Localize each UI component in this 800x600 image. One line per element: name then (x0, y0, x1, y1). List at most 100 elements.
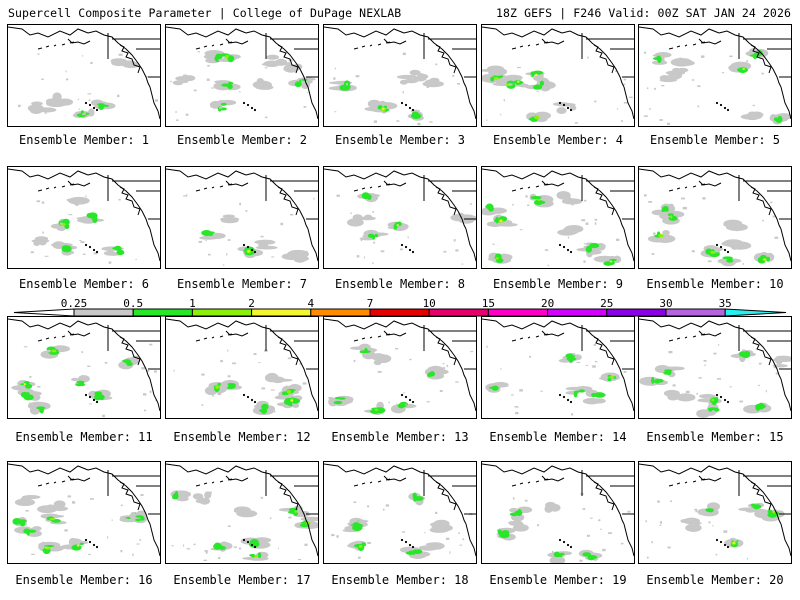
scp-speck (87, 553, 91, 555)
island (92, 398, 96, 402)
coastline (67, 330, 91, 337)
colorbar-segment (251, 308, 312, 317)
scp-speck (182, 544, 185, 547)
scp-contour-0.5 (740, 350, 751, 357)
scp-speck (458, 532, 460, 534)
map-canvas (324, 26, 476, 126)
ensemble-member-label: Ensemble Member: 9 (492, 277, 624, 291)
scp-speck (227, 375, 231, 378)
scp-speck (583, 260, 586, 263)
scp-contour-0.5 (657, 56, 662, 63)
ensemble-member-label: Ensemble Member: 12 (173, 430, 311, 444)
ensemble-member-label: Ensemble Member: 20 (646, 573, 784, 587)
scp-contour-0.5 (752, 52, 758, 60)
scp-speck (623, 370, 627, 373)
scp-speck (647, 556, 649, 559)
scp-speck (80, 241, 85, 244)
scp-contour-0.5 (588, 555, 598, 560)
scp-speck (135, 258, 137, 261)
ensemble-member-label: Ensemble Member: 19 (489, 573, 627, 587)
island (715, 101, 719, 105)
scp-speck (346, 83, 349, 86)
scp-contour-1 (49, 518, 56, 521)
scp-speck (661, 84, 665, 87)
scp-speck (89, 498, 94, 500)
scp-speck (227, 349, 229, 352)
scp-speck (183, 74, 187, 77)
ensemble-member-label: Ensemble Member: 10 (646, 277, 784, 291)
scp-speck (89, 403, 92, 405)
scp-speck (176, 119, 179, 122)
scp-speck (218, 106, 223, 109)
map-canvas (166, 318, 318, 416)
scp-contour-0.25 (561, 198, 583, 205)
coastline (780, 523, 791, 557)
island (95, 400, 99, 404)
scp-speck (245, 210, 248, 212)
scp-speck (686, 520, 690, 523)
scp-speck (154, 99, 158, 102)
scp-contour-0.25 (222, 214, 235, 218)
colorbar-segment (547, 308, 608, 317)
scp-contour-0.5 (220, 102, 227, 106)
coastline (541, 475, 565, 482)
scp-speck (731, 225, 734, 228)
scp-speck (606, 379, 608, 382)
map-title: Supercell Composite Parameter | College … (8, 6, 402, 20)
scp-speck (353, 359, 356, 363)
scp-contour-0.5 (517, 509, 522, 517)
scp-contour-0.25 (73, 197, 80, 207)
scp-contour-0.25 (70, 377, 79, 382)
ensemble-member-map (7, 24, 161, 127)
scp-speck (262, 245, 266, 248)
scp-speck (571, 413, 574, 416)
scp-speck (659, 521, 662, 524)
coastline (8, 26, 89, 38)
island (408, 248, 412, 252)
scp-contour-0.5 (554, 554, 564, 558)
scp-contour-0.5 (582, 552, 591, 557)
scp-contour-0.25 (647, 235, 669, 243)
scp-speck (773, 366, 777, 369)
map-canvas (166, 463, 318, 562)
coastline (403, 30, 467, 88)
scp-speck (85, 195, 87, 198)
island (566, 248, 570, 252)
scp-speck (717, 378, 722, 380)
island (723, 248, 727, 252)
scp-speck (93, 252, 98, 255)
scp-speck (519, 229, 523, 231)
scp-speck (261, 387, 266, 390)
scp-speck (623, 83, 626, 86)
scp-contour-0.5 (773, 117, 779, 122)
island (400, 101, 404, 105)
scp-speck (269, 517, 272, 520)
scp-speck (18, 531, 20, 534)
island (558, 101, 562, 105)
scp-contour-0.25 (262, 85, 273, 90)
scp-speck (521, 517, 524, 520)
scp-speck (171, 545, 174, 547)
scp-contour-0.5 (79, 542, 84, 546)
scp-speck (44, 112, 47, 114)
scp-speck (548, 502, 553, 505)
coastline (265, 470, 318, 515)
scp-speck (584, 199, 587, 202)
scp-speck (514, 406, 519, 408)
scp-speck (643, 51, 647, 54)
scp-speck (697, 105, 700, 108)
scp-speck (173, 369, 175, 372)
scp-contour-0.25 (266, 54, 280, 60)
coastline (87, 322, 151, 380)
map-canvas (324, 318, 476, 416)
ensemble-member-map (323, 24, 477, 127)
scp-speck (659, 119, 663, 121)
scp-contour-0.5 (20, 391, 29, 398)
scp-speck (602, 548, 606, 552)
colorbar-segment (487, 308, 549, 317)
scp-contour-0.25 (175, 76, 190, 81)
scp-contour-0.5 (225, 382, 236, 390)
coastline (639, 318, 720, 330)
ensemble-member-map (481, 24, 635, 127)
colorbar-tick-label: 1 (189, 297, 196, 310)
